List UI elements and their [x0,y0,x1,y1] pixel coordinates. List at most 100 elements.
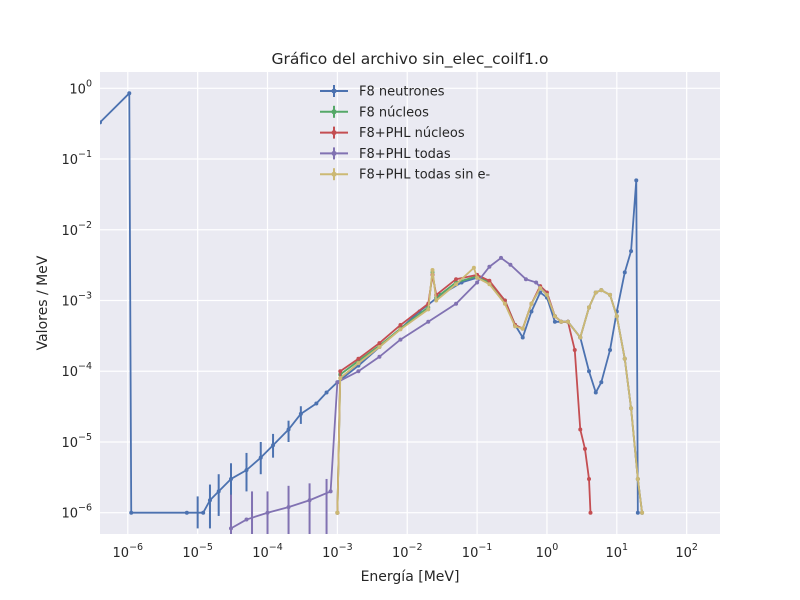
data-point [244,468,249,473]
data-point [614,314,619,319]
legend-label: F8+PHL núcleos [359,126,465,141]
y-tick-label: 10−4 [61,361,92,380]
data-point [487,264,492,269]
data-point [572,347,577,352]
data-point [335,510,340,515]
data-point [201,510,206,515]
legend-label: F8 núcleos [359,105,429,120]
data-point [635,510,640,515]
data-point [588,510,593,515]
data-point [635,476,640,481]
data-point [207,498,212,503]
data-point [356,361,361,366]
data-point [629,406,634,411]
data-point [258,455,263,460]
legend-item: F8+PHL todas [320,147,451,162]
data-point [454,282,459,287]
data-point [559,319,564,324]
plot-area [100,72,720,534]
data-point [599,380,604,385]
data-point [184,510,189,515]
data-point [454,277,459,282]
data-point [629,249,634,254]
legend-marker [331,88,337,94]
data-point [593,290,598,295]
data-point [608,292,613,297]
data-point [244,517,249,522]
data-point [377,345,382,350]
x-tick-label: 100 [536,542,559,561]
data-point [529,309,534,314]
x-tick-label: 10−5 [182,542,213,561]
data-point [587,369,592,374]
data-point [307,498,312,503]
data-point [228,526,233,531]
data-point [587,476,592,481]
data-point [356,356,361,361]
legend: F8 neutrones F8 núcleos F8+PHL núcleos F8+P… [320,85,491,183]
data-point [398,327,403,332]
legend-item: F8 neutrones [320,85,445,100]
data-point [129,510,134,515]
x-tick-label: 10−3 [322,542,353,561]
legend-label: F8 neutrones [359,85,445,100]
data-point [475,280,480,285]
data-point [520,326,525,331]
y-tick-label: 10−5 [61,432,92,451]
data-point [216,489,221,494]
chart-title: Gráfico del archivo sin_elec_coilf1.o [272,50,549,69]
legend-marker [331,109,337,115]
data-point [298,411,303,416]
data-point [328,489,333,494]
data-point [520,335,525,340]
x-axis-label: Energía [MeV] [361,569,460,585]
data-point [398,323,403,328]
y-tick-label: 10−1 [61,149,92,168]
data-point [100,120,102,125]
x-tick-label: 10−1 [462,542,493,561]
data-point [356,369,361,374]
data-point [552,319,557,324]
data-point [475,275,480,280]
data-point [338,376,343,381]
data-point [513,324,518,329]
data-point [544,292,549,297]
y-axis-label: Valores / MeV [35,255,51,350]
data-point [529,301,534,306]
data-point [228,476,233,481]
grid-lines [100,72,720,534]
legend-item: F8+PHL todas sin e- [320,168,491,183]
x-tick-labels: 10−6 10−5 10−4 10−3 10−2 10−1 100 101 102 [113,542,698,561]
series-5 [335,265,645,515]
data-point [426,307,431,312]
data-point [434,298,439,303]
data-point [338,369,343,374]
data-point [426,319,431,324]
data-point [622,356,627,361]
x-tick-label: 101 [606,542,629,561]
data-point [335,380,340,385]
data-point [587,305,592,310]
data-point [127,91,132,96]
y-tick-label: 10−3 [61,291,92,310]
data-point [593,390,598,395]
data-point [578,427,583,432]
y-tick-label: 10−6 [61,503,92,522]
data-point [499,255,504,260]
legend-marker [331,150,337,156]
data-point [265,510,270,515]
data-point [286,427,291,432]
legend-label: F8+PHL todas sin e- [359,168,491,183]
data-point [377,341,382,346]
data-point [582,446,587,451]
x-tick-label: 10−6 [113,542,144,561]
data-point [398,337,403,342]
data-point [286,505,291,510]
data-point [634,178,639,183]
data-point [502,301,507,306]
data-point [538,286,543,291]
data-point [314,401,319,406]
y-tick-label: 10−2 [61,220,92,239]
data-point [565,319,570,324]
